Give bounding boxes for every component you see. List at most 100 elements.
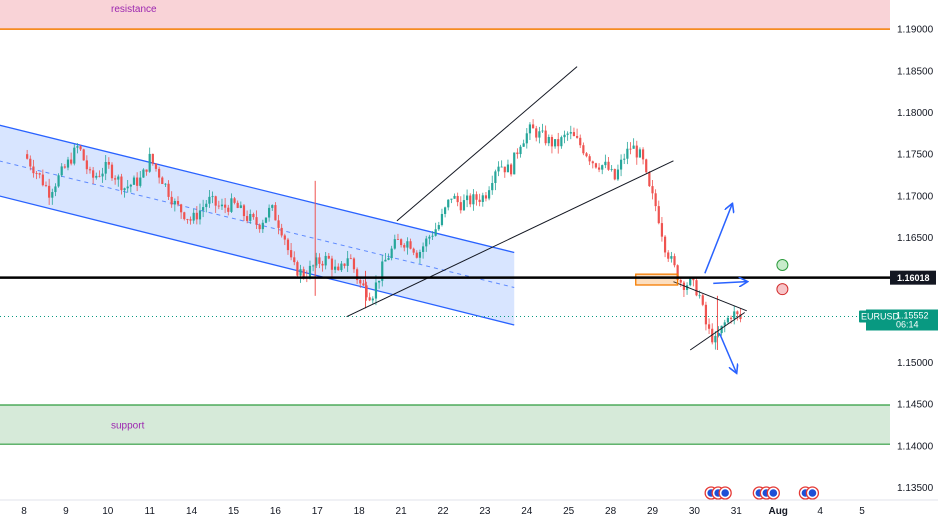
candle-body [396,239,400,240]
candle-body [418,251,422,258]
candle-body [73,147,76,164]
candle-body [290,250,293,258]
candle-body [381,261,384,281]
candle-body [692,278,695,281]
candle-body [575,136,579,138]
candle-body [594,163,598,168]
y-tick-label: 1.16500 [897,233,934,244]
candle-body [616,169,620,180]
candle-body [368,297,371,301]
candle-body [582,145,585,154]
candle-body [371,298,374,301]
candle-body [176,200,180,205]
event-marker-flag-icon [721,489,729,497]
x-tick-label: 23 [479,506,491,517]
candle-body [453,195,456,199]
candle-body [704,304,708,325]
rising-lower-trend-line[interactable] [346,160,674,318]
candle-body [214,196,217,206]
candle-body [271,205,274,208]
candle-body [494,171,497,184]
candle-body [283,235,286,240]
candle-body [431,235,434,237]
candle-body [522,143,525,147]
candle-body [170,196,173,205]
candle-body [142,169,145,178]
symbol-tag[interactable] [859,310,893,323]
x-tick-label: 29 [647,506,659,517]
candle-body [365,285,368,298]
candle-body [635,145,638,158]
candle-body [302,269,305,278]
descending-channel-fill [0,125,515,325]
candle-body [403,245,406,248]
candle-body [189,219,192,221]
candle-body [38,173,41,175]
green-dot[interactable] [776,259,789,271]
triangle-upper-trend-line[interactable] [673,281,747,312]
candle-body [356,269,359,281]
candle-body [670,256,673,259]
candle-body [129,184,132,187]
candle-body [76,146,79,148]
candle-body [638,149,642,158]
candle-body [544,130,547,144]
candle-body [698,295,701,297]
red-dot[interactable] [776,283,789,296]
event-marker-flag-icon [769,489,778,497]
candle-body [249,214,252,221]
candle-body [428,236,431,239]
price-countdown: 06:14 [896,320,919,330]
zones: resistance support [0,0,890,445]
bearish-arrow[interactable] [718,333,737,372]
key-level-badge[interactable] [890,270,936,285]
candle-body [346,258,349,266]
candle-body [541,130,544,132]
candle-body [657,206,660,224]
candle-body [387,258,390,260]
candle-body [726,317,730,323]
x-tick-label: 15 [228,506,240,517]
candle-body [390,248,393,259]
candle-body [384,259,387,262]
bullish-arrow[interactable] [704,204,732,274]
candle-body [393,239,396,249]
candle-body [343,263,346,266]
candle-body [126,186,129,189]
candle-body [547,137,550,144]
candle-body [362,283,365,286]
candle-body [667,252,670,259]
triangle-lower-trend-line[interactable] [689,312,745,351]
channel-upper-line[interactable] [0,124,515,254]
candle-body [478,199,481,202]
x-tick-label: 5 [859,506,865,517]
candle-body [535,128,538,138]
candle-body [227,207,230,212]
channel-lower-line[interactable] [0,195,515,326]
candle-body [136,177,139,186]
resistance-label: resistance [111,4,157,15]
x-tick-label: 8 [21,506,27,517]
consolidation-box[interactable] [635,273,679,286]
candle-body [437,225,440,230]
candle-body [98,175,101,177]
sideways-arrow[interactable] [713,282,747,284]
candle-body [456,195,459,203]
candle-body [217,205,220,207]
candle-body [531,124,535,129]
candle-body [714,335,717,343]
candle-body [412,248,415,253]
candle-body [208,196,211,204]
x-tick-label: 14 [186,506,198,517]
event-marker-flag-icon [808,489,817,497]
y-tick-label: 1.14500 [897,400,934,411]
candle-body [308,265,312,278]
candle-body [26,154,29,159]
candle-body [601,165,604,170]
support-label: support [111,421,145,432]
price-axis-bg [890,0,938,520]
candle-body [569,132,572,134]
candle-body [220,204,224,207]
rising-upper-trend-line[interactable] [396,66,578,222]
